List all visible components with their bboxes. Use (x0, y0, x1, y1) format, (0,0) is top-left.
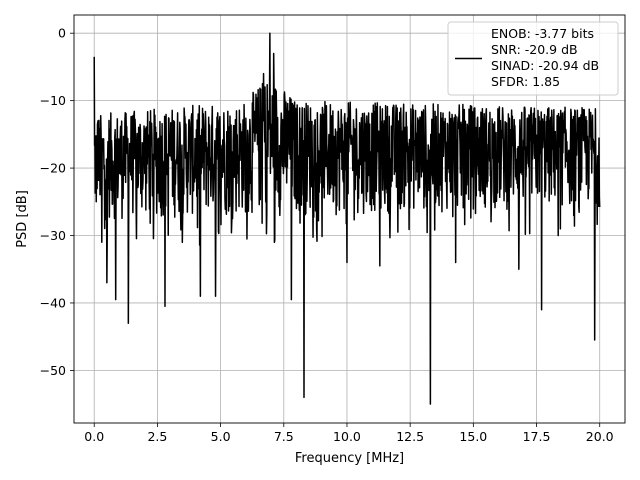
x-tick-label: 0.0 (84, 429, 104, 444)
x-tick-label: 7.5 (274, 429, 294, 444)
y-tick-label: −10 (40, 93, 66, 108)
x-tick-label: 17.5 (523, 429, 551, 444)
y-axis-label: PSD [dB] (15, 190, 30, 248)
y-tick-label: 0 (58, 26, 66, 41)
y-axis-ticks: 0 −10 −20 −30 −40 −50 (40, 26, 74, 378)
x-axis-ticks: 0.0 2.5 5.0 7.5 10.0 12.5 15.0 17.5 20.0 (84, 423, 614, 444)
x-axis-label: Frequency [MHz] (295, 451, 404, 466)
y-tick-label: −50 (40, 363, 66, 378)
legend-entry-snr: SNR: -20.9 dB (491, 42, 578, 57)
y-tick-label: −20 (40, 161, 66, 176)
axes-frame (73, 14, 626, 424)
x-tick-label: 2.5 (147, 429, 167, 444)
legend-box (447, 21, 619, 96)
legend: ENOB: -3.77 bits SNR: -20.9 dB SINAD: -2… (447, 21, 619, 96)
psd-series-line (93, 32, 601, 405)
plot-area (93, 32, 601, 405)
x-tick-label: 12.5 (396, 429, 424, 444)
legend-entry-enob: ENOB: -3.77 bits (491, 26, 594, 41)
y-tick-label: −30 (40, 228, 66, 243)
x-tick-label: 10.0 (333, 429, 361, 444)
x-tick-label: 20.0 (586, 429, 614, 444)
x-tick-label: 15.0 (459, 429, 487, 444)
legend-entry-sinad: SINAD: -20.94 dB (491, 58, 599, 73)
y-tick-label: −40 (40, 295, 66, 310)
x-tick-label: 5.0 (211, 429, 231, 444)
legend-entry-sfdr: SFDR: 1.85 (491, 74, 560, 89)
